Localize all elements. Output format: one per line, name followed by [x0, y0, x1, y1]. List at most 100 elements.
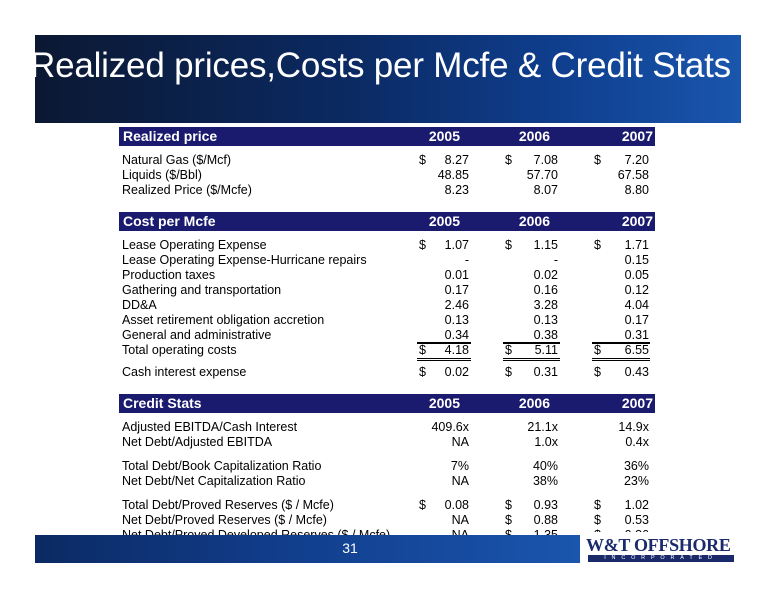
table-row: DD&A 2.46 3.28 4.04 — [119, 298, 655, 313]
row-label: Liquids ($/Bbl) — [122, 168, 202, 182]
year-header: 2006 — [518, 128, 550, 144]
row-label: Total operating costs — [122, 343, 237, 357]
cell-value: - — [464, 253, 469, 267]
table-row: Net Debt/Proved Reserves ($ / Mcfe) NA $0.… — [119, 513, 655, 528]
cell-value: 1.0x — [534, 435, 558, 449]
cell-value: 67.58 — [617, 168, 649, 182]
table-row: Total Debt/Book Capitalization Ratio 7% 40… — [119, 459, 655, 474]
cell-value: 4.04 — [624, 298, 649, 312]
cell-value: 0.15 — [624, 253, 649, 267]
cost-per-mcfe-rows: Lease Operating Expense $1.07 $1.15 $1.71 Le… — [119, 238, 655, 343]
cell-value: 409.6x — [431, 420, 469, 434]
subtotal-rule — [592, 342, 650, 343]
cell-value: 0.93 — [533, 498, 558, 512]
table-row: General and administrative 0.34 0.38 0.31 — [119, 328, 655, 343]
dollar-sign: $ — [594, 365, 601, 379]
cell-value: 0.02 — [444, 365, 469, 379]
row-label: Realized Price ($/Mcfe) — [122, 183, 252, 197]
cell-value: 0.31 — [533, 365, 558, 379]
cell-value: 2.46 — [444, 298, 469, 312]
table-row: Realized Price ($/Mcfe) 8.23 8.07 8.80 — [119, 183, 655, 198]
cell-value: NA — [451, 435, 469, 449]
dollar-sign: $ — [505, 153, 512, 167]
dollar-sign: $ — [419, 343, 426, 357]
row-label: Production taxes — [122, 268, 216, 282]
cell-value: 8.80 — [624, 183, 649, 197]
cell-value: 6.55 — [624, 343, 649, 357]
cell-value: 0.38 — [533, 328, 558, 342]
cell-value: 0.31 — [624, 328, 649, 342]
cell-value: 8.27 — [444, 153, 469, 167]
table-row: Net Debt/Net Capitalization Ratio NA 38% 23… — [119, 474, 655, 489]
table-row: Liquids ($/Bbl) 48.85 57.70 67.58 — [119, 168, 655, 183]
dollar-sign: $ — [594, 343, 601, 357]
dollar-sign: $ — [419, 498, 426, 512]
cell-value: 0.01 — [444, 268, 469, 282]
table-row: Natural Gas ($/Mcf) $8.27 $7.08 $7.20 — [119, 153, 655, 168]
dollar-sign: $ — [419, 238, 426, 252]
credit-stats-rows: Adjusted EBITDA/Cash Interest 409.6x 21.1x… — [119, 420, 655, 543]
section-title: Credit Stats — [123, 395, 202, 411]
dollar-sign: $ — [505, 238, 512, 252]
cell-value: 0.08 — [444, 498, 469, 512]
dollar-sign: $ — [594, 238, 601, 252]
table-row: Gathering and transportation 0.17 0.16 0.12 — [119, 283, 655, 298]
cell-value: 0.17 — [444, 283, 469, 297]
year-header: 2006 — [518, 213, 550, 229]
cell-value: 0.17 — [624, 313, 649, 327]
cash-interest-row: Cash interest expense $0.02 $0.31 $0.43 — [119, 365, 655, 380]
table-row: Asset retirement obligation accretion 0.1… — [119, 313, 655, 328]
cell-value: - — [553, 253, 558, 267]
section-title: Cost per Mcfe — [123, 213, 216, 229]
cell-value: 1.07 — [444, 238, 469, 252]
table-row: Total Debt/Proved Reserves ($ / Mcfe) $0.… — [119, 498, 655, 513]
year-header: 2005 — [428, 128, 460, 144]
row-label: Net Debt/Proved Reserves ($ / Mcfe) — [122, 513, 327, 527]
cell-value: 40% — [532, 459, 558, 473]
cell-value: 23% — [623, 474, 649, 488]
row-label: Gathering and transportation — [122, 283, 282, 297]
cell-value: 1.02 — [624, 498, 649, 512]
subtotal-rule — [417, 342, 471, 343]
cell-value: 8.23 — [444, 183, 469, 197]
cell-value: 14.9x — [618, 420, 649, 434]
cost-per-mcfe-header: Cost per Mcfe 2005 2006 2007 — [119, 212, 655, 231]
subtotal-rule — [503, 342, 560, 343]
year-header: 2007 — [621, 395, 653, 411]
total-rule — [592, 343, 650, 361]
year-header: 2005 — [428, 213, 460, 229]
row-label: Lease Operating Expense-Hurricane repair… — [122, 253, 367, 267]
cell-value: 0.53 — [624, 513, 649, 527]
dollar-sign: $ — [594, 153, 601, 167]
dollar-sign: $ — [505, 343, 512, 357]
company-logo: W&T OFFSHORE INCORPORATED — [580, 532, 741, 566]
table-row: Cash interest expense $0.02 $0.31 $0.43 — [119, 365, 655, 380]
cell-value: 0.34 — [444, 328, 469, 342]
table-row: Net Debt/Adjusted EBITDA NA 1.0x 0.4x — [119, 435, 655, 450]
table-row: Lease Operating Expense $1.07 $1.15 $1.71 — [119, 238, 655, 253]
total-rule — [417, 343, 471, 361]
cell-value: 0.02 — [533, 268, 558, 282]
tables-container: Realized price 2005 2006 2007 Natural Ga… — [119, 127, 655, 543]
year-header: 2006 — [518, 395, 550, 411]
page-number: 31 — [342, 540, 358, 556]
row-label: Cash interest expense — [122, 365, 247, 379]
cell-value: 8.07 — [533, 183, 558, 197]
dollar-sign: $ — [419, 365, 426, 379]
cell-value: 21.1x — [527, 420, 558, 434]
row-label: General and administrative — [122, 328, 272, 342]
cell-value: NA — [451, 474, 469, 488]
credit-stats-header: Credit Stats 2005 2006 2007 — [119, 394, 655, 413]
cell-value: NA — [451, 513, 469, 527]
cell-value: 7.08 — [533, 153, 558, 167]
table-row: Lease Operating Expense-Hurricane repair… — [119, 253, 655, 268]
cell-value: 1.15 — [533, 238, 558, 252]
dollar-sign: $ — [505, 513, 512, 527]
table-row: Adjusted EBITDA/Cash Interest 409.6x 21.1x… — [119, 420, 655, 435]
row-label: Net Debt/Net Capitalization Ratio — [122, 474, 306, 488]
footer-band — [35, 535, 580, 563]
total-rule — [503, 343, 560, 361]
logo-subtext: INCORPORATED — [588, 555, 734, 562]
title-band — [35, 35, 741, 123]
cell-value: 36% — [623, 459, 649, 473]
